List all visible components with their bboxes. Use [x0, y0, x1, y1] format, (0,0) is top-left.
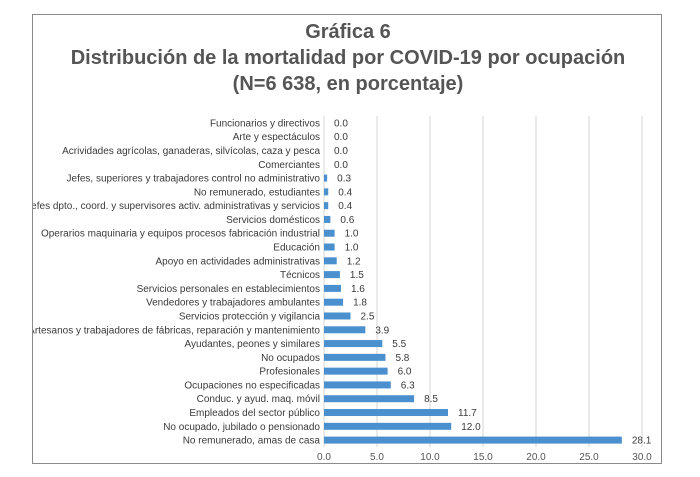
value-label: 0.0	[334, 132, 348, 143]
value-label: 5.8	[395, 353, 409, 364]
category-label: Servicios domésticos	[226, 215, 320, 226]
value-label: 1.0	[345, 229, 359, 240]
category-label: Artesanos y trabajadores de fábricas, re…	[33, 325, 320, 336]
bar	[324, 202, 329, 210]
value-label: 3.9	[375, 325, 389, 336]
bar	[324, 243, 335, 251]
category-label: Apoyo en actividades administrativas	[155, 256, 320, 267]
bar	[324, 284, 341, 292]
chart-title-line2: Distribución de la mortalidad por COVID-…	[70, 47, 626, 69]
bar	[324, 271, 340, 279]
value-label: 0.0	[334, 160, 348, 171]
x-tick-label: 15.0	[473, 452, 493, 463]
bar	[324, 340, 383, 348]
bar	[324, 298, 344, 306]
category-label: Empleados del sector público	[189, 408, 320, 419]
bar	[324, 215, 331, 223]
category-label: Conduc. y ayud. maq. móvil	[197, 394, 320, 405]
value-label: 12.0	[461, 422, 481, 433]
value-label: 5.5	[392, 339, 406, 350]
bar	[324, 229, 335, 237]
value-label: 1.6	[351, 284, 365, 295]
bar	[324, 174, 328, 182]
value-label: 0.4	[338, 201, 352, 212]
category-label: Ocupaciones no especificadas	[184, 380, 320, 391]
category-label: Ayudantes, peones y similares	[185, 339, 320, 350]
category-label: Jefes dpto., coord. y supervisores activ…	[33, 201, 320, 212]
x-tick-label: 10.0	[420, 452, 440, 463]
category-label: Jefes, superiores y trabajadores control…	[67, 174, 321, 185]
x-tick-label: 25.0	[579, 452, 599, 463]
category-label: Comerciantes	[258, 160, 320, 171]
value-label: 0.0	[334, 118, 348, 129]
category-label: Profesionales	[259, 367, 320, 378]
chart-frame: Gráfica 6 Distribución de la mortalidad …	[32, 14, 662, 464]
category-label: Técnicos	[280, 270, 320, 281]
category-label: Acrividades agrícolas, ganaderas, silvíc…	[62, 146, 320, 157]
value-label: 0.4	[338, 187, 352, 198]
category-label: Operarios maquinaria y equipos procesos …	[41, 229, 320, 240]
bar	[324, 353, 386, 361]
value-label: 2.5	[361, 311, 375, 322]
bar	[324, 436, 622, 444]
bar	[324, 312, 351, 320]
value-label: 11.7	[458, 408, 477, 419]
category-label: Servicios protección y vigilancia	[179, 311, 321, 322]
chart-title-line1: Gráfica 6	[305, 21, 391, 43]
value-label: 6.3	[401, 380, 415, 391]
bar	[324, 381, 391, 389]
x-tick-label: 5.0	[370, 452, 384, 463]
bar	[324, 395, 415, 403]
category-label: No remunerado, estudiantes	[194, 187, 320, 198]
value-label: 1.8	[353, 298, 367, 309]
bar	[324, 367, 388, 375]
x-tick-label: 20.0	[526, 452, 546, 463]
value-label: 6.0	[398, 367, 412, 378]
chart-title-line3: (N=6 638, en porcentaje)	[232, 73, 464, 95]
bar-chart: 0.0 5.0 10.0 15.0 20.0 25.0 30.0 Funcionarios y…	[33, 116, 652, 463]
category-label: Servicios personales en establecimientos	[137, 284, 320, 295]
category-label: No ocupado, jubilado o pensionado	[163, 422, 320, 433]
category-label: Educación	[273, 243, 320, 254]
value-label: 0.6	[340, 215, 354, 226]
value-label: 28.1	[632, 436, 652, 447]
x-tick-label: 30.0	[632, 452, 652, 463]
bar	[324, 422, 452, 430]
value-label: 0.0	[334, 146, 348, 157]
bar	[324, 188, 329, 196]
category-label: Arte y espectáculos	[233, 132, 320, 143]
bar	[324, 257, 337, 265]
value-label: 0.3	[337, 174, 351, 185]
category-label: No remunerado, amas de casa	[183, 436, 321, 447]
value-label: 1.5	[350, 270, 364, 281]
value-label: 1.0	[345, 243, 359, 254]
value-label: 8.5	[424, 394, 438, 405]
category-label: Vendedores y trabajadores ambulantes	[146, 298, 320, 309]
x-tick-label: 0.0	[317, 452, 331, 463]
bar	[324, 409, 449, 417]
bar	[324, 326, 366, 334]
category-label: Funcionarios y directivos	[210, 118, 320, 129]
category-label: No ocupados	[261, 353, 320, 364]
value-label: 1.2	[347, 256, 361, 267]
